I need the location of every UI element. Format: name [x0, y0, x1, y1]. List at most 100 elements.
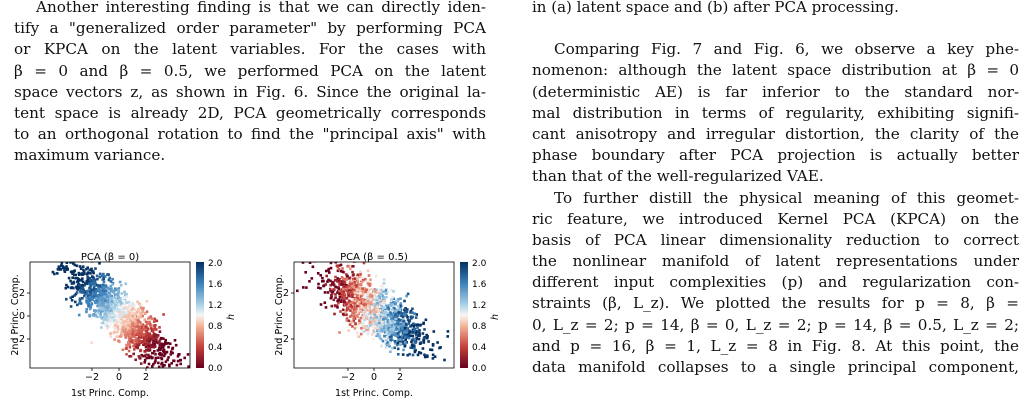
colorbar-ticks: 2.0 1.6 1.2 0.8 0.4 0.0: [208, 259, 223, 374]
scatter-point: [74, 276, 77, 280]
scatter-point: [148, 347, 151, 350]
scatter-point: [147, 353, 150, 357]
scatter-point: [53, 272, 56, 276]
scatter-point: [124, 308, 127, 312]
scatter-point: [186, 353, 190, 356]
scatter-point: [130, 339, 133, 342]
scatter-point: [51, 259, 54, 262]
scatter-point: [422, 321, 425, 325]
scatter-point: [95, 299, 99, 302]
scatter-point: [129, 316, 132, 319]
scatter-point: [112, 315, 116, 319]
scatter-point: [214, 388, 217, 391]
scatter-point: [66, 268, 69, 271]
scatter-point: [397, 328, 401, 331]
scatter-point: [88, 304, 92, 307]
scatter-point: [356, 291, 359, 294]
scatter-point: [129, 312, 132, 315]
scatter-point: [362, 325, 366, 328]
scatter-point: [76, 253, 79, 256]
scatter-point: [111, 312, 115, 315]
scatter-point: [161, 346, 165, 349]
scatter-point: [162, 337, 165, 340]
scatter-point: [351, 325, 354, 328]
scatter-point: [140, 325, 144, 329]
scatter-point: [158, 339, 161, 343]
scatter-point: [382, 311, 386, 315]
scatter-point: [186, 377, 189, 380]
scatter-point: [399, 302, 403, 305]
scatter-point: [143, 358, 147, 362]
scatter-point: [389, 315, 392, 318]
scatter-point: [356, 310, 359, 314]
scatter-point: [104, 285, 108, 289]
scatter-point: [389, 339, 392, 342]
scatter-point: [380, 288, 384, 292]
scatter-point: [144, 320, 148, 324]
scatter-point: [85, 300, 88, 304]
scatter-point: [84, 281, 87, 285]
scatter-point: [336, 277, 339, 280]
scatter-point: [375, 315, 378, 319]
scatter-point: [432, 330, 436, 333]
scatter-point: [347, 292, 350, 295]
scatter-point: [353, 302, 356, 305]
scatter-point: [409, 316, 413, 319]
scatter-point: [431, 343, 435, 346]
scatter-point: [159, 342, 163, 345]
panel-pca-beta-0-5: PCA (β = 0.5) 2nd Princ. Comp. 1st Princ…: [274, 250, 501, 399]
scatter-point: [373, 311, 377, 314]
scatter-point: [338, 296, 342, 299]
scatter-point: [388, 341, 392, 344]
scatter-point: [341, 270, 345, 274]
scatter-point: [140, 323, 143, 326]
scatter-point: [330, 295, 333, 298]
scatter-point: [429, 348, 432, 351]
scatter-point: [125, 343, 128, 347]
colorbar-label: h: [490, 314, 501, 320]
scatter-point: [398, 322, 401, 326]
scatter-point: [65, 297, 68, 301]
scatter-point: [424, 318, 428, 322]
scatter-point: [350, 301, 354, 304]
scatter-point: [172, 359, 176, 363]
scatter-point: [81, 286, 85, 290]
scatter-point: [384, 342, 388, 346]
scatter-point: [113, 327, 116, 330]
scatter-point: [386, 290, 389, 293]
scatter-point: [127, 332, 130, 336]
scatter-point: [385, 315, 388, 318]
scatter-point: [92, 270, 95, 273]
scatter-point: [334, 296, 337, 299]
scatter-point: [361, 310, 365, 314]
scatter-point: [87, 280, 91, 284]
scatter-point: [103, 286, 106, 289]
scatter-point: [139, 303, 142, 307]
scatter-point: [72, 262, 75, 265]
scatter-point: [368, 295, 372, 298]
scatter-point: [145, 322, 149, 326]
scatter-point: [336, 265, 340, 269]
scatter-point: [356, 296, 360, 300]
scatter-point: [343, 292, 347, 296]
scatter-point: [115, 288, 119, 291]
scatter-point: [407, 336, 411, 340]
scatter-point: [371, 304, 375, 307]
scatter-point: [179, 358, 182, 362]
scatter-point: [88, 276, 92, 280]
scatter-point: [128, 317, 131, 321]
scatter-point: [396, 341, 400, 345]
scatter-point: [144, 334, 148, 338]
scatter-point: [169, 350, 173, 353]
scatter-point: [70, 299, 74, 302]
scatter-point: [414, 316, 418, 319]
scatter-point: [337, 301, 340, 305]
y-tick-label: 2: [283, 288, 289, 299]
scatter-point: [379, 309, 382, 312]
scatter-point: [335, 250, 338, 251]
scatter-point: [92, 279, 96, 282]
svg-text:2.0: 2.0: [472, 259, 487, 269]
scatter-point: [415, 324, 419, 327]
scatter-point: [96, 294, 100, 297]
scatter-point: [121, 317, 125, 320]
